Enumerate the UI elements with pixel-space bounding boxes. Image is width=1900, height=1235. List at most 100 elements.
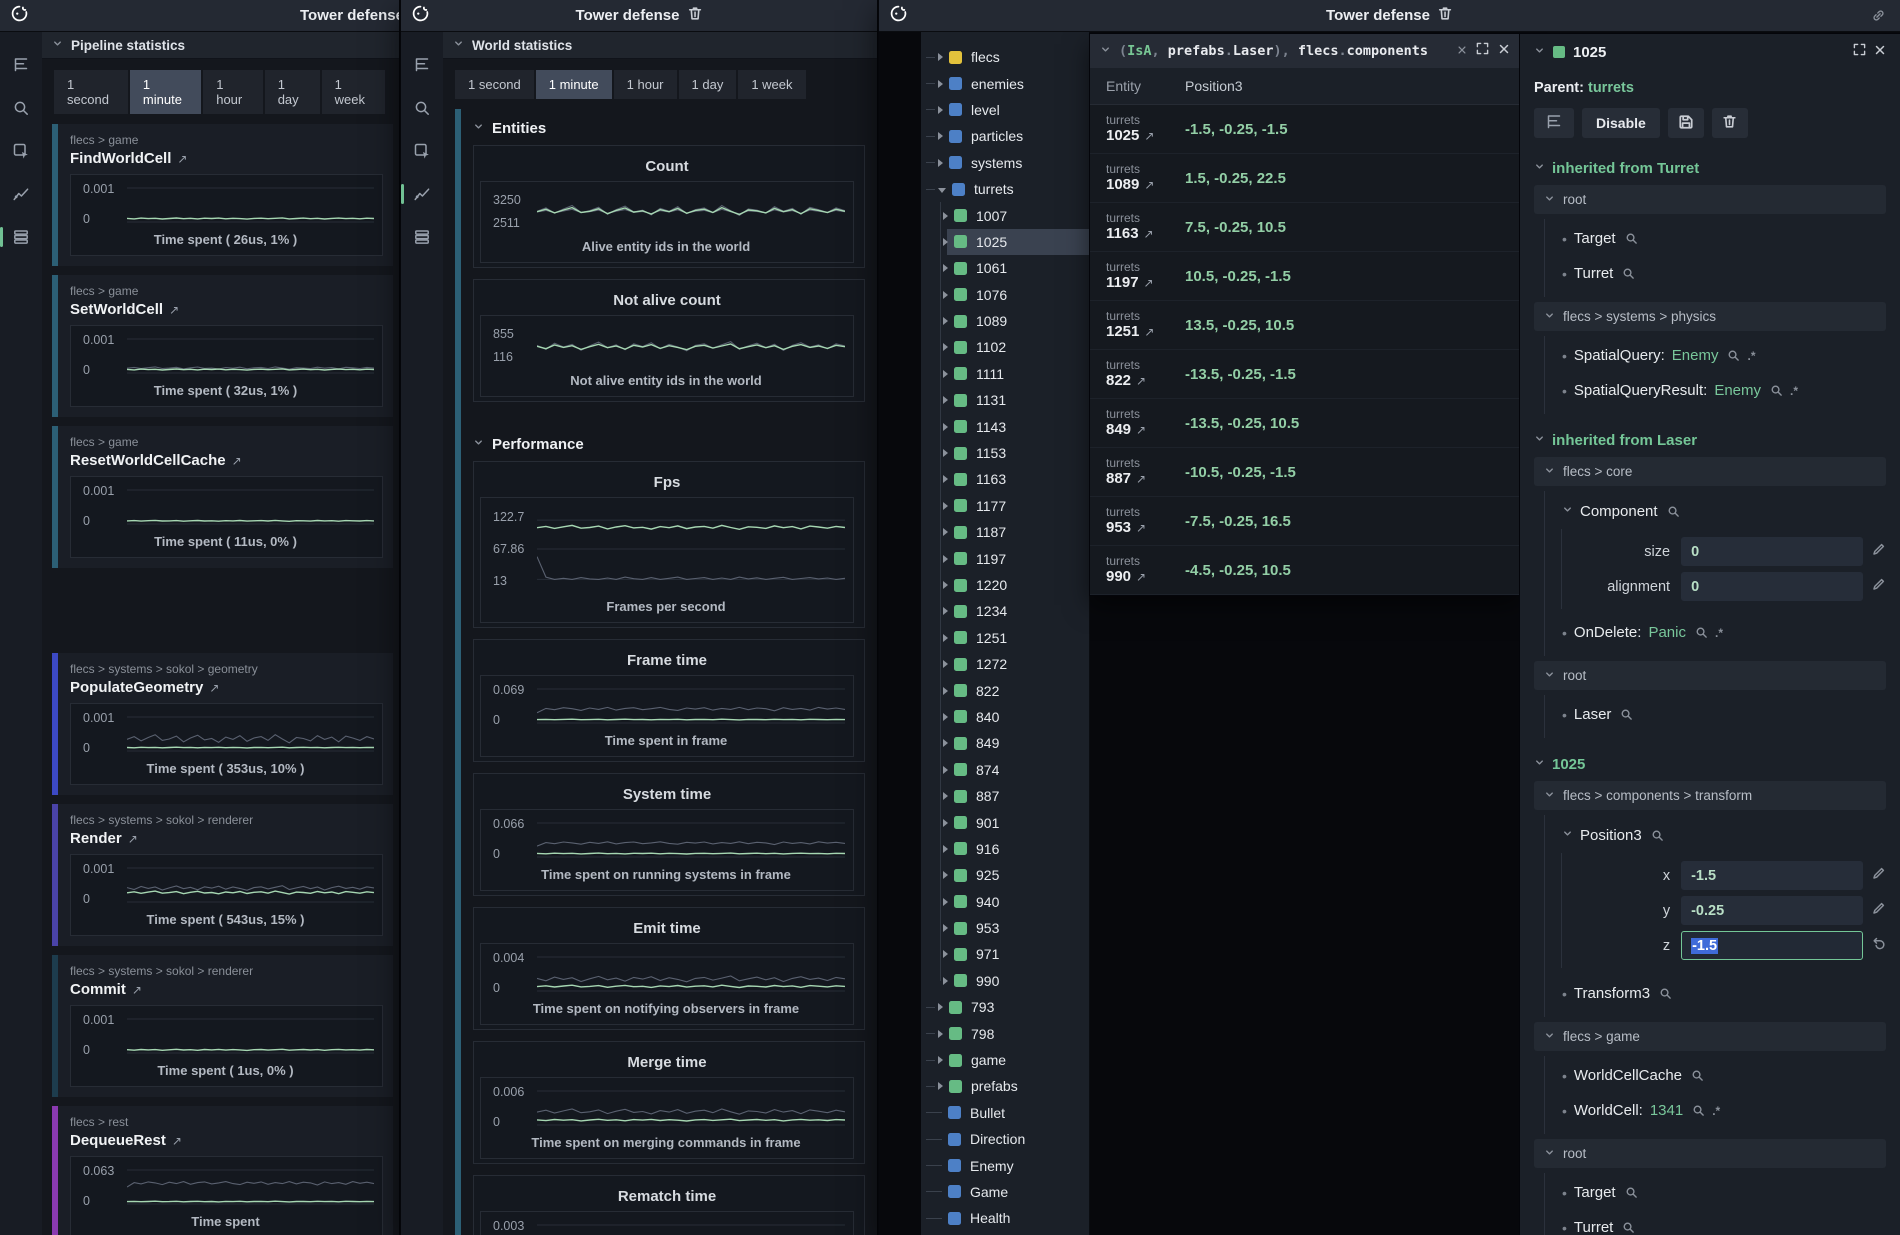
tree-item-1220[interactable]: 1220 bbox=[921, 571, 1089, 599]
tree-item-Direction[interactable]: Direction bbox=[921, 1126, 1089, 1152]
trash-icon[interactable] bbox=[687, 6, 702, 25]
query-string[interactable]: (IsA, prefabs.Laser), flecs.components bbox=[1119, 43, 1428, 59]
y-input[interactable]: -0.25 bbox=[1681, 896, 1863, 925]
group-flecs-core[interactable]: flecs > core bbox=[1534, 457, 1886, 486]
query-result-row-1089[interactable]: turrets 1089 ↗ 1.5, -0.25, 22.5 bbox=[1090, 154, 1520, 203]
query-result-row-822[interactable]: turrets 822 ↗ -13.5, -0.25, -1.5 bbox=[1090, 350, 1520, 399]
entity-link[interactable]: 1163 ↗ bbox=[1106, 224, 1154, 242]
entity-link[interactable]: 1089 ↗ bbox=[1106, 175, 1155, 193]
group-root[interactable]: root bbox=[1534, 185, 1886, 214]
disable-button[interactable]: Disable bbox=[1582, 108, 1660, 138]
search-icon[interactable] bbox=[1659, 987, 1672, 1000]
tree-item-1007[interactable]: 1007 bbox=[921, 202, 1089, 230]
treeview-button[interactable] bbox=[1534, 108, 1574, 138]
edit-pencil-icon[interactable] bbox=[1872, 577, 1886, 596]
edit-pencil-icon[interactable] bbox=[1872, 901, 1886, 920]
query-result-row-1163[interactable]: turrets 1163 ↗ 7.5, -0.25, 10.5 bbox=[1090, 203, 1520, 252]
query-inspect-icon[interactable] bbox=[8, 138, 34, 164]
entity-link[interactable]: 990 ↗ bbox=[1106, 567, 1147, 585]
search-icon[interactable] bbox=[1727, 349, 1740, 362]
expand-chevron-icon[interactable] bbox=[943, 976, 948, 985]
entity-link[interactable]: 849 ↗ bbox=[1106, 420, 1147, 438]
parent-link[interactable]: turrets bbox=[1588, 80, 1634, 96]
system-link[interactable]: DequeueRest ↗ bbox=[70, 1132, 182, 1149]
entity-link[interactable]: 1251 ↗ bbox=[1106, 322, 1155, 340]
tree-item-925[interactable]: 925 bbox=[921, 862, 1089, 889]
tree-item-798[interactable]: 798 bbox=[921, 1020, 1089, 1046]
expand-chevron-icon[interactable] bbox=[943, 792, 948, 801]
edit-pencil-icon[interactable] bbox=[1872, 542, 1886, 561]
section-header-Performance[interactable]: Performance bbox=[461, 425, 865, 461]
x-input[interactable]: -1.5 bbox=[1681, 861, 1863, 890]
search-icon[interactable] bbox=[1622, 1221, 1635, 1234]
tree-item-1177[interactable]: 1177 bbox=[921, 492, 1089, 520]
search-icon[interactable] bbox=[1625, 232, 1638, 245]
tree-item-840[interactable]: 840 bbox=[921, 703, 1089, 731]
size-input[interactable]: 0 bbox=[1681, 537, 1863, 566]
expand-chevron-icon[interactable] bbox=[943, 528, 948, 537]
search-icon[interactable] bbox=[1695, 626, 1708, 639]
tree-item-1272[interactable]: 1272 bbox=[921, 650, 1089, 678]
range-button-1-second[interactable]: 1 second bbox=[54, 70, 128, 114]
tree-item-1061[interactable]: 1061 bbox=[921, 255, 1089, 282]
tree-item-990[interactable]: 990 bbox=[921, 967, 1089, 994]
query-result-row-1197[interactable]: turrets 1197 ↗ 10.5, -0.25, -1.5 bbox=[1090, 252, 1520, 301]
expand-chevron-icon[interactable] bbox=[943, 712, 948, 721]
search-icon[interactable] bbox=[1667, 505, 1680, 518]
search-icon[interactable] bbox=[1692, 1104, 1705, 1117]
save-button[interactable] bbox=[1667, 108, 1704, 138]
entity-link[interactable]: 953 ↗ bbox=[1106, 518, 1147, 536]
tree-item-1143[interactable]: 1143 bbox=[921, 413, 1089, 441]
system-link[interactable]: Render ↗ bbox=[70, 830, 138, 847]
tree-item-1111[interactable]: 1111 bbox=[921, 360, 1089, 388]
collapse-chevron-icon[interactable] bbox=[1534, 43, 1545, 61]
expand-chevron-icon[interactable] bbox=[938, 187, 946, 193]
tree-item-Game[interactable]: Game bbox=[921, 1179, 1089, 1205]
entity-link[interactable]: 822 ↗ bbox=[1106, 371, 1147, 389]
tree-item-1234[interactable]: 1234 bbox=[921, 598, 1089, 625]
tree-item-turrets[interactable]: turrets bbox=[921, 176, 1089, 202]
entity-link[interactable]: 1197 ↗ bbox=[1106, 273, 1154, 291]
collapse-chevron-icon[interactable] bbox=[453, 36, 464, 54]
expand-chevron-icon[interactable] bbox=[938, 158, 943, 167]
expand-chevron-icon[interactable] bbox=[938, 1082, 943, 1091]
tree-item-1163[interactable]: 1163 bbox=[921, 466, 1089, 494]
chart-icon[interactable] bbox=[401, 181, 435, 207]
expand-chevron-icon[interactable] bbox=[943, 844, 948, 853]
tree-item-Health[interactable]: Health bbox=[921, 1205, 1089, 1231]
tree-item-953[interactable]: 953 bbox=[921, 914, 1089, 942]
link-icon[interactable] bbox=[1871, 8, 1886, 28]
query-result-row-887[interactable]: turrets 887 ↗ -10.5, -0.25, -1.5 bbox=[1090, 448, 1520, 497]
range-button-1-minute[interactable]: 1 minute bbox=[129, 70, 202, 114]
system-link[interactable]: PopulateGeometry ↗ bbox=[70, 679, 220, 696]
expand-icon[interactable] bbox=[1853, 43, 1866, 61]
query-result-row-953[interactable]: turrets 953 ↗ -7.5, -0.25, 16.5 bbox=[1090, 497, 1520, 546]
system-link[interactable]: Commit ↗ bbox=[70, 981, 142, 998]
range-button-1-hour[interactable]: 1 hour bbox=[203, 70, 263, 114]
group-root[interactable]: root bbox=[1534, 1139, 1886, 1168]
expand-chevron-icon[interactable] bbox=[943, 501, 948, 510]
query-result-row-849[interactable]: turrets 849 ↗ -13.5, -0.25, 10.5 bbox=[1090, 399, 1520, 448]
outliner-icon[interactable] bbox=[8, 52, 34, 78]
expand-icon[interactable] bbox=[1476, 42, 1489, 60]
tree-item-940[interactable]: 940 bbox=[921, 888, 1089, 916]
tree-item-849[interactable]: 849 bbox=[921, 730, 1089, 757]
collapse-chevron-icon[interactable] bbox=[1100, 42, 1111, 60]
query-result-row-1025[interactable]: turrets 1025 ↗ -1.5, -0.25, -1.5 bbox=[1090, 105, 1520, 154]
tree-item-enemies[interactable]: enemies bbox=[921, 70, 1089, 96]
tree-item-901[interactable]: 901 bbox=[921, 809, 1089, 837]
tree-item-1076[interactable]: 1076 bbox=[921, 281, 1089, 309]
stats-icon[interactable] bbox=[0, 224, 34, 250]
tree-item-1131[interactable]: 1131 bbox=[921, 387, 1089, 414]
expand-chevron-icon[interactable] bbox=[938, 1029, 943, 1038]
tree-item-1251[interactable]: 1251 bbox=[921, 624, 1089, 652]
expand-chevron-icon[interactable] bbox=[943, 422, 948, 431]
close-icon[interactable] bbox=[1498, 42, 1510, 60]
range-button-1-week[interactable]: 1 week bbox=[321, 70, 386, 114]
expand-chevron-icon[interactable] bbox=[943, 660, 948, 669]
tree-item-1153[interactable]: 1153 bbox=[921, 439, 1089, 467]
expand-chevron-icon[interactable] bbox=[943, 633, 948, 642]
tree-item-971[interactable]: 971 bbox=[921, 941, 1089, 969]
search-icon[interactable] bbox=[1770, 384, 1783, 397]
clear-query-icon[interactable] bbox=[1457, 42, 1467, 60]
